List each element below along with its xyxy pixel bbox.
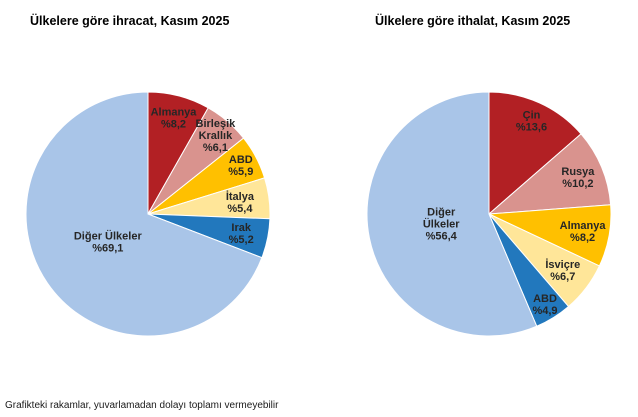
pie-slice-label: Almanya %8,2: [151, 106, 198, 130]
exports-chart: Ülkelere göre ihracat, Kasım 2025 Almany…: [0, 0, 319, 344]
pie-slice-label: Diğer Ülkeler %69,1: [74, 230, 143, 255]
pie-slice-label: ABD %4,9: [532, 293, 557, 317]
pie-slice-label: İsviçre %6,7: [545, 258, 580, 283]
footnote: Grafikteki rakamlar, yuvarlamadan dolayı…: [5, 400, 279, 411]
pie-slice-label: Birleşik Krallık %6,1: [196, 118, 237, 154]
pie-slice-label: Çin %13,6: [516, 110, 547, 134]
pie-slice: [488, 91, 582, 216]
pie-slice-label: ABD %5,9: [228, 154, 253, 178]
pie-slice-label: İtalya %5,4: [226, 190, 255, 215]
pie-slice-label: Irak %5,2: [229, 222, 254, 246]
imports-chart-title: Ülkelere göre ithalat, Kasım 2025: [375, 14, 571, 28]
pie-slice: [25, 91, 263, 337]
charts-row: Ülkelere göre ihracat, Kasım 2025 Almany…: [0, 0, 638, 344]
pie-slice-label: Diğer Ülkeler %56,4: [423, 207, 460, 243]
pie-slice: [487, 133, 612, 215]
pie-slice-label: Rusya %10,2: [561, 166, 595, 190]
exports-chart-title: Ülkelere göre ihracat, Kasım 2025: [30, 14, 230, 28]
pie-slice-label: Almanya %8,2: [560, 220, 607, 244]
pie-slice: [366, 91, 538, 337]
imports-chart: Ülkelere göre ithalat, Kasım 2025 Çin %13…: [319, 0, 638, 344]
imports-pie: Çin %13,6 Rusya %10,2 Almanya %8,2 İsviçre %6,7…: [366, 91, 612, 337]
